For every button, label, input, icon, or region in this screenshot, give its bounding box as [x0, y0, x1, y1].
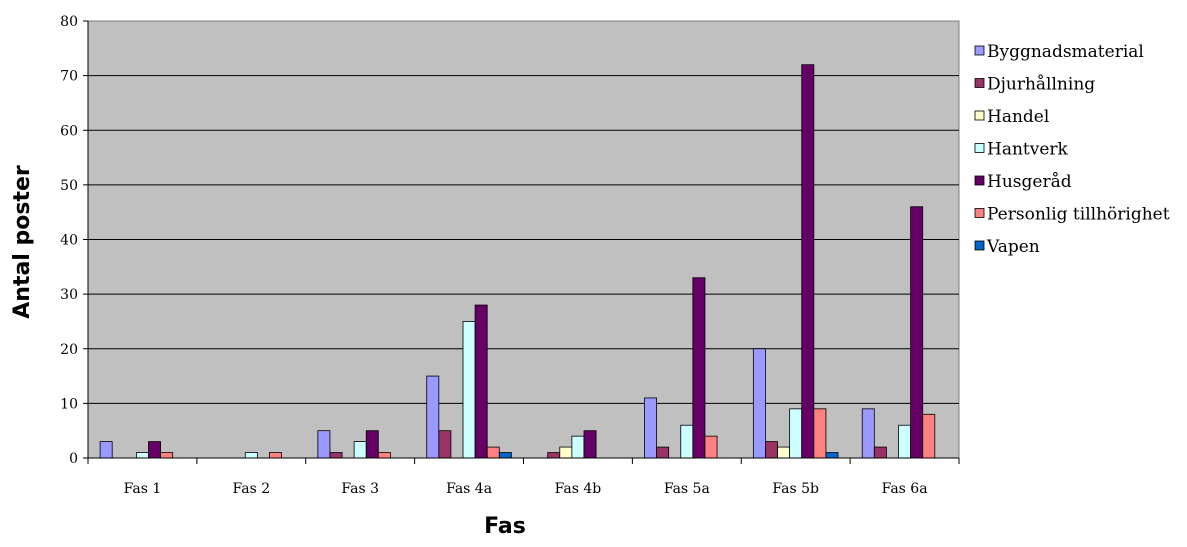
- y-tick-label: 60: [60, 123, 78, 139]
- y-tick-label: 80: [60, 14, 78, 30]
- legend-label: Husgeråd: [987, 172, 1072, 192]
- bar: [656, 446, 670, 459]
- bar: [148, 441, 161, 459]
- bar: [365, 430, 379, 459]
- legend-swatch: [974, 78, 985, 88]
- bar: [244, 452, 258, 459]
- bar: [825, 452, 839, 459]
- y-tick-label: 40: [60, 233, 78, 249]
- legend-swatch: [974, 110, 985, 121]
- bar: [329, 452, 343, 459]
- x-tick-label: Fas 6a: [882, 481, 928, 497]
- legend: Byggnadsmaterial Djurhållning Handel Hantve…: [974, 42, 1170, 257]
- y-tick-label: 10: [60, 396, 78, 412]
- legend-label: Personlig tillhörighet: [987, 205, 1170, 225]
- x-tick-label: Fas 3: [341, 481, 379, 497]
- bar: [922, 413, 936, 459]
- bar: [559, 446, 573, 459]
- bar: [135, 452, 149, 459]
- bar: [426, 375, 440, 459]
- legend-swatch: [974, 175, 985, 186]
- bar: [99, 441, 113, 459]
- y-tick-label: 20: [60, 342, 78, 358]
- bar: [910, 206, 924, 459]
- legend-label: Handel: [987, 107, 1049, 127]
- bar: [571, 435, 585, 459]
- legend-label: Byggnadsmaterial: [987, 42, 1144, 62]
- bar: [438, 430, 452, 459]
- x-tick-label: Fas 4a: [446, 481, 492, 497]
- legend-swatch: [974, 208, 985, 218]
- y-tick-label: 0: [69, 451, 78, 467]
- bar: [873, 446, 887, 459]
- bar: [160, 452, 174, 459]
- bar: [317, 430, 331, 459]
- legend-label: Djurhållning: [987, 75, 1095, 95]
- bar: [801, 64, 815, 459]
- bar: [377, 452, 391, 459]
- bar: [353, 441, 367, 459]
- bar: [547, 452, 561, 459]
- bar: [644, 397, 657, 459]
- x-tick-label: Fas 4b: [555, 481, 602, 497]
- legend-swatch: [974, 143, 985, 153]
- x-tick-label: Fas 5b: [772, 481, 819, 497]
- x-tick-label: Fas 5a: [664, 481, 710, 497]
- y-axis-title: Antal poster: [10, 165, 35, 319]
- bar: [898, 424, 912, 459]
- bar: [704, 435, 718, 459]
- bar: [777, 446, 791, 459]
- y-tick-label: 30: [60, 287, 78, 303]
- legend-label: Hantverk: [987, 140, 1069, 160]
- bar: [765, 441, 778, 459]
- bar: [813, 408, 827, 459]
- legend-label: Vapen: [986, 237, 1040, 257]
- bars: [99, 64, 936, 459]
- bar: [583, 430, 597, 459]
- legend-swatch: [974, 240, 985, 251]
- x-tick-label: Fas 2: [232, 481, 270, 497]
- bar: [861, 408, 875, 459]
- bar: [486, 446, 500, 459]
- y-tick-label: 50: [60, 178, 78, 194]
- bar: [752, 348, 766, 459]
- x-tick-label: Fas 1: [124, 481, 162, 497]
- bar: [474, 304, 488, 459]
- bar: [498, 452, 512, 459]
- legend-swatch: [974, 45, 985, 56]
- bar: [692, 277, 706, 459]
- y-tick-label: 70: [60, 69, 78, 85]
- bar: [462, 321, 476, 459]
- bar: [269, 452, 282, 459]
- bar: [789, 408, 803, 459]
- x-axis-title: Fas: [484, 514, 526, 539]
- bar: [680, 424, 694, 459]
- axes: 0 10 20 30 40 50 60 70 80 Fas 1 Fas 2 Fas 3 Fas 4a Fa…: [60, 14, 960, 497]
